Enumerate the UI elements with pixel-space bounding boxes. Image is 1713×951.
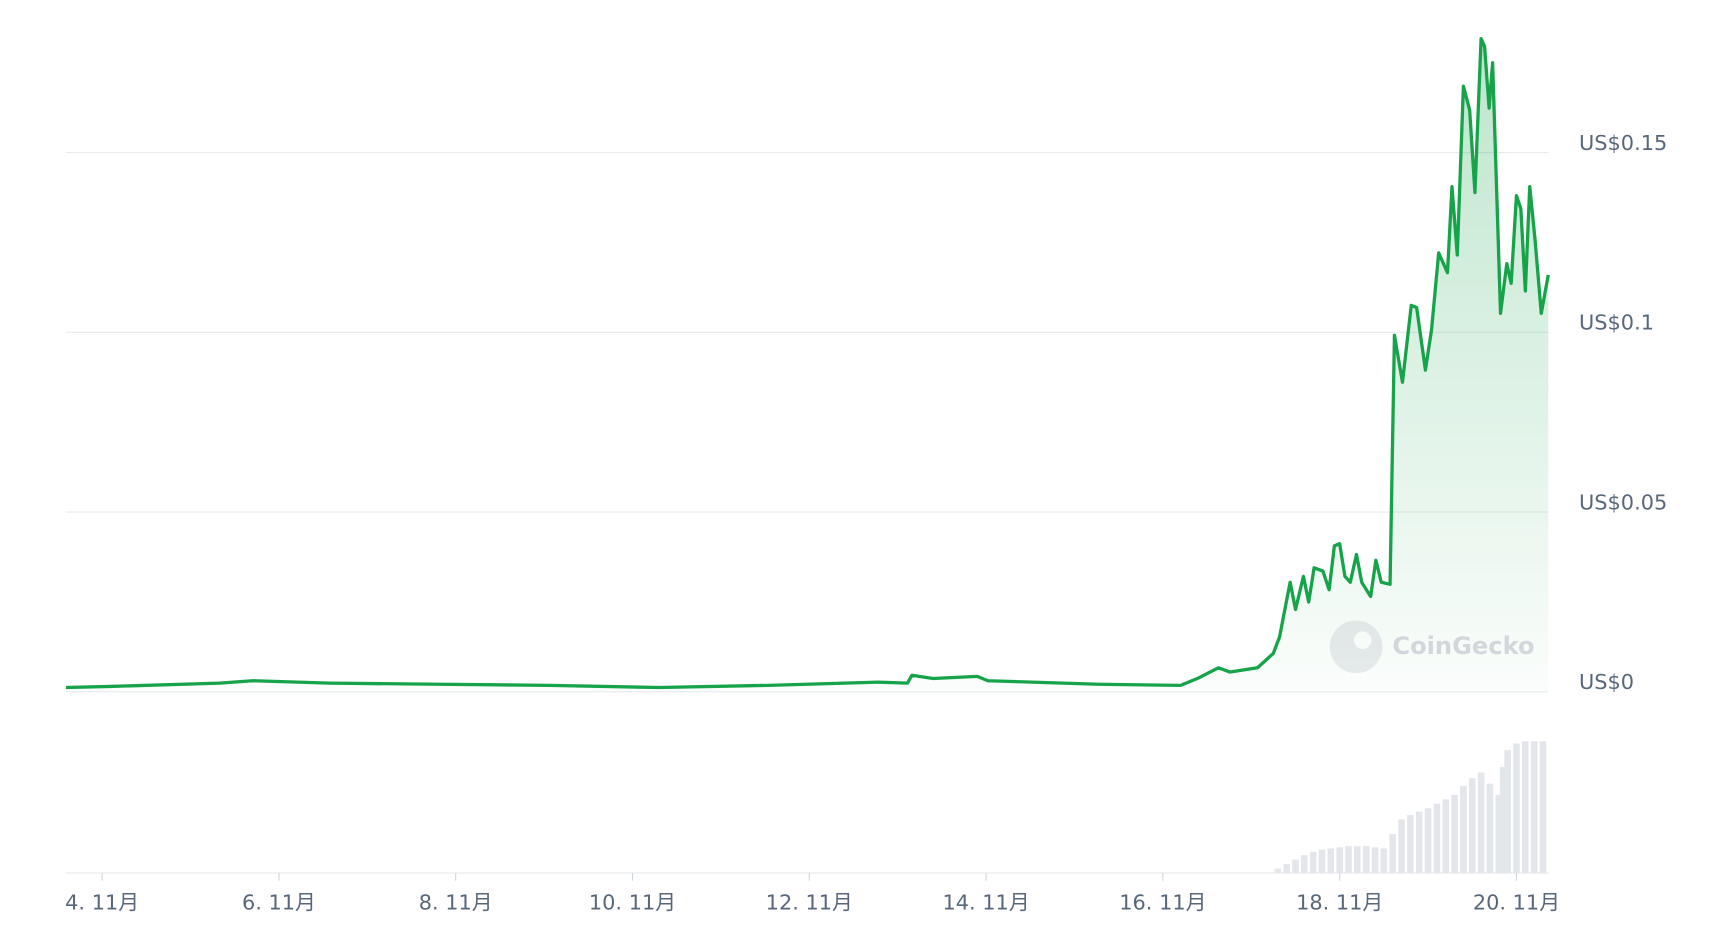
volume-bar xyxy=(1283,864,1290,874)
volume-bar xyxy=(1398,819,1405,874)
volume-bar xyxy=(1327,848,1335,874)
y-tick-label: US$0.15 xyxy=(1579,131,1667,155)
volume-bar xyxy=(1442,799,1450,874)
volume-bar xyxy=(1318,849,1326,874)
x-tick-label: 6. 11月 xyxy=(242,891,316,915)
volume-bar xyxy=(1424,808,1432,874)
volume-bar xyxy=(1345,846,1352,874)
volume-bar xyxy=(1530,741,1538,874)
volume-bar xyxy=(1460,785,1467,874)
volume-bar xyxy=(1468,778,1476,874)
x-tick-label: 14. 11月 xyxy=(942,891,1029,915)
volume-bar xyxy=(1499,766,1507,874)
volume-bar xyxy=(1274,868,1282,874)
volume-bar xyxy=(1407,814,1414,874)
volume-bar xyxy=(1433,803,1441,874)
x-tick-label: 8. 11月 xyxy=(419,891,493,915)
x-tick-label: 16. 11月 xyxy=(1119,891,1206,915)
volume-bar xyxy=(1371,847,1379,874)
volume-bar xyxy=(1389,833,1397,874)
volume-bar xyxy=(1486,783,1494,874)
volume-bar xyxy=(1354,846,1361,874)
volume-bar xyxy=(1513,743,1520,874)
volume-bar xyxy=(1336,847,1343,874)
price-line xyxy=(65,37,1550,690)
x-tick-label: 18. 11月 xyxy=(1296,891,1383,915)
watermark-logo xyxy=(1329,620,1383,674)
volume-bar xyxy=(1362,846,1370,874)
volume-bar xyxy=(1495,794,1503,874)
volume-bar xyxy=(1380,848,1388,874)
volume-bar xyxy=(1539,741,1547,874)
y-tick-label: US$0 xyxy=(1579,670,1634,694)
area xyxy=(65,38,1549,692)
x-tick-label: 12. 11月 xyxy=(766,891,853,915)
y-tick-label: US$0.1 xyxy=(1579,311,1654,335)
volume-bar xyxy=(1292,859,1299,874)
volume-bar xyxy=(1309,851,1317,874)
volume-bar xyxy=(1477,772,1485,874)
y-tick-label: US$0.05 xyxy=(1579,490,1667,514)
volume-bar xyxy=(1522,741,1529,874)
x-tick-label: 20. 11月 xyxy=(1473,891,1560,915)
watermark: CoinGecko xyxy=(1392,632,1534,660)
volume-bar xyxy=(1451,794,1458,874)
x-tick-label: 4. 11月 xyxy=(65,891,139,915)
volume-bar xyxy=(1301,855,1308,874)
volume-bar xyxy=(1504,750,1511,874)
x-tick-label: 10. 11月 xyxy=(589,891,676,915)
volume-bar xyxy=(1415,811,1423,874)
